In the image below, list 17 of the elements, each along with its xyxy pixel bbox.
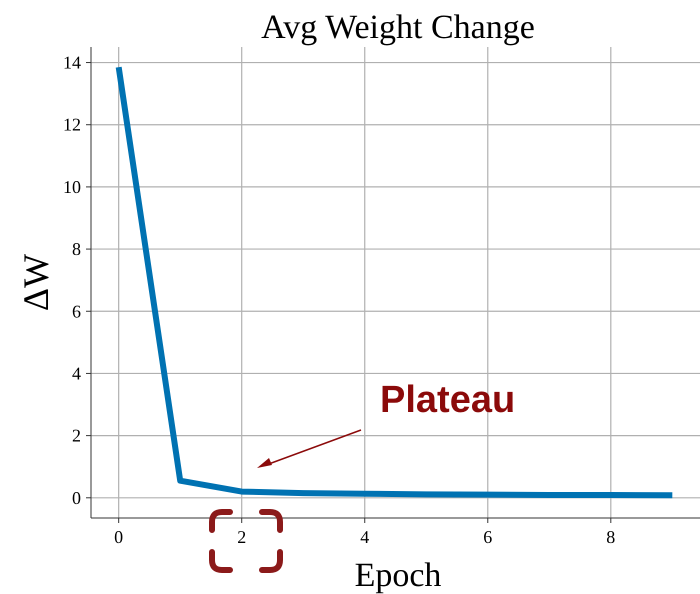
x-tick-label: 6	[483, 527, 492, 547]
y-axis-title: ΔW	[16, 254, 56, 312]
y-tick-label: 2	[72, 426, 81, 446]
annotation: Plateau	[380, 379, 516, 421]
y-tick-label: 4	[72, 363, 81, 384]
x-tick-label: 2	[237, 527, 246, 547]
y-tick-label: 10	[63, 176, 81, 197]
chart-title: Avg Weight Change	[261, 9, 535, 46]
y-tick-label: 14	[63, 52, 81, 73]
y-tick-label: 8	[72, 239, 81, 260]
x-tick-label: 8	[606, 527, 616, 547]
y-tick-label: 0	[72, 488, 81, 508]
x-tick-label: 4	[360, 527, 370, 547]
y-tick-label: 12	[63, 114, 81, 135]
x-tick-label: 0	[114, 527, 124, 547]
y-tick-label: 6	[72, 301, 81, 322]
x-axis-title: Epoch	[354, 557, 442, 594]
